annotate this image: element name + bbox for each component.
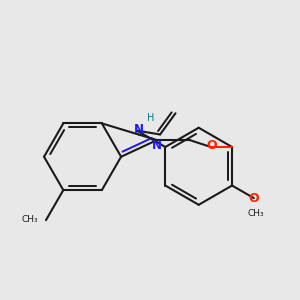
Text: H: H bbox=[147, 113, 154, 123]
Text: CH₃: CH₃ bbox=[248, 209, 264, 218]
Text: O: O bbox=[206, 139, 217, 152]
Text: N: N bbox=[134, 123, 144, 136]
Text: N: N bbox=[152, 139, 162, 152]
Text: O: O bbox=[248, 191, 259, 205]
Text: CH₃: CH₃ bbox=[22, 215, 38, 224]
